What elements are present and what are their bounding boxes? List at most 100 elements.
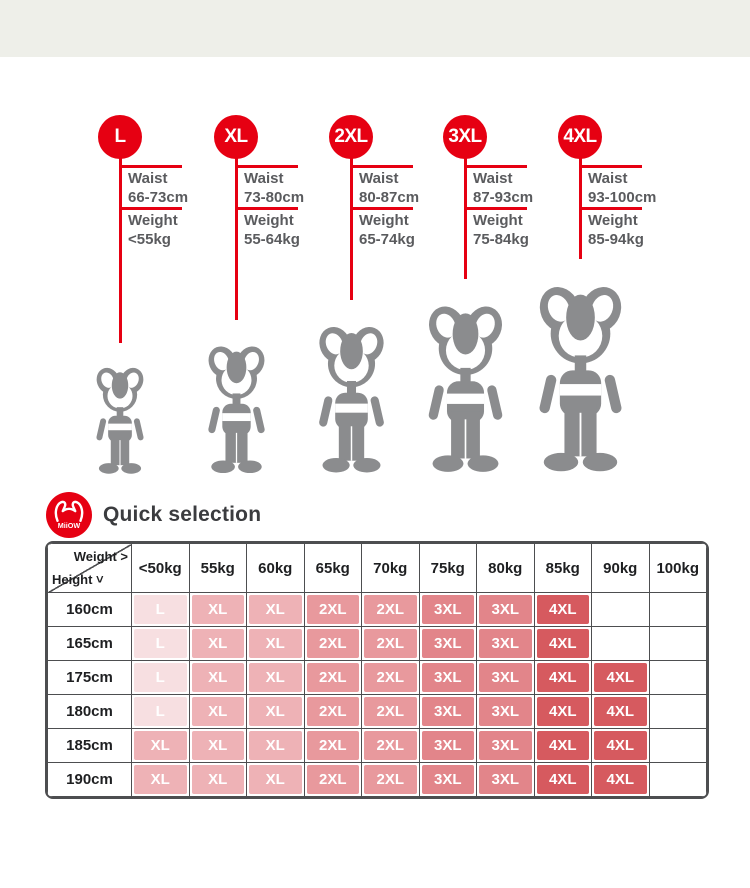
pointer-line — [119, 157, 122, 343]
size-badge: L — [98, 115, 142, 159]
size-cell: XL — [246, 592, 305, 627]
weight-value: <55kg — [128, 231, 171, 248]
waist-label: Waist — [244, 170, 284, 187]
height-row-header: 165cm — [47, 626, 132, 661]
size-badge: 4XL — [558, 115, 602, 159]
empty-cell — [648, 592, 707, 627]
waist-tick-line — [351, 165, 413, 168]
weight-column-header: 55kg — [188, 543, 247, 593]
size-cell: L — [131, 694, 190, 729]
size-cell: 4XL — [591, 694, 650, 729]
size-cell: XL — [188, 694, 247, 729]
size-badge: XL — [214, 115, 258, 159]
weight-column-header: 85kg — [533, 543, 592, 593]
size-cell: 4XL — [533, 660, 592, 695]
weight-value: 65-74kg — [359, 231, 415, 248]
size-cell: 4XL — [533, 626, 592, 661]
weight-tick-line — [580, 207, 642, 210]
waist-value: 66-73cm — [128, 189, 189, 206]
size-cell: XL — [188, 762, 247, 797]
height-axis-label: Height ˅ — [52, 572, 104, 587]
empty-cell — [648, 626, 707, 661]
weight-column-header: 60kg — [246, 543, 305, 593]
size-cell: XL — [246, 694, 305, 729]
size-cell: 3XL — [476, 626, 535, 661]
cat-mascot-figure — [414, 302, 517, 477]
size-cell: 2XL — [303, 626, 362, 661]
weight-tick-line — [120, 207, 182, 210]
waist-label: Waist — [473, 170, 513, 187]
size-badge: 2XL — [329, 115, 373, 159]
size-cell: XL — [131, 728, 190, 763]
size-cell: 2XL — [361, 626, 420, 661]
quick-selection-header: MiiOW Quick selection — [46, 492, 261, 538]
height-row-header: 190cm — [47, 762, 132, 797]
size-cell: 4XL — [533, 762, 592, 797]
pointer-line — [235, 157, 238, 320]
quick-selection-table: Weight > Height ˅ <50kg 55kg 60kg 65kg 70kg 75k… — [45, 541, 709, 799]
size-cell: 4XL — [533, 694, 592, 729]
size-cell: L — [131, 626, 190, 661]
size-cell: XL — [246, 626, 305, 661]
size-cell: 4XL — [591, 660, 650, 695]
waist-tick-line — [236, 165, 298, 168]
empty-cell — [648, 660, 707, 695]
waist-label: Waist — [128, 170, 168, 187]
size-cell: XL — [131, 762, 190, 797]
waist-label: Waist — [359, 170, 399, 187]
empty-cell — [591, 626, 650, 661]
height-row-header: 180cm — [47, 694, 132, 729]
size-badge: 3XL — [443, 115, 487, 159]
weight-column-header: 75kg — [418, 543, 477, 593]
size-cell: 2XL — [303, 592, 362, 627]
waist-value: 93-100cm — [588, 189, 657, 206]
size-cell: 3XL — [418, 762, 477, 797]
table-row: 175cm L XL XL 2XL 2XL 3XL 3XL 4XL 4XL — [47, 660, 707, 695]
size-cell: 2XL — [361, 762, 420, 797]
size-cell: 3XL — [418, 728, 477, 763]
height-row-header: 175cm — [47, 660, 132, 695]
size-cell: 2XL — [303, 728, 362, 763]
table-row: 180cm L XL XL 2XL 2XL 3XL 3XL 4XL 4XL — [47, 694, 707, 729]
waist-value: 73-80cm — [244, 189, 305, 206]
size-cell: 3XL — [418, 694, 477, 729]
size-cell: 2XL — [361, 660, 420, 695]
size-cell: 3XL — [476, 592, 535, 627]
weight-label: Weight — [588, 212, 638, 229]
size-cell: L — [131, 660, 190, 695]
weight-tick-line — [465, 207, 527, 210]
weight-value: 55-64kg — [244, 231, 300, 248]
size-cell: 2XL — [361, 728, 420, 763]
weight-column-header: 90kg — [591, 543, 650, 593]
weight-column-header: 100kg — [648, 543, 707, 593]
size-cell: XL — [246, 660, 305, 695]
weight-column-header: 70kg — [361, 543, 420, 593]
size-cell: 3XL — [418, 626, 477, 661]
size-cell: 4XL — [591, 762, 650, 797]
waist-value: 87-93cm — [473, 189, 534, 206]
size-matrix: Weight > Height ˅ <50kg 55kg 60kg 65kg 70kg 75k… — [47, 543, 707, 797]
empty-cell — [648, 694, 707, 729]
size-cell: 2XL — [361, 694, 420, 729]
weight-column-header: <50kg — [131, 543, 190, 593]
size-cell: XL — [188, 592, 247, 627]
size-cell: XL — [246, 762, 305, 797]
weight-label: Weight — [473, 212, 523, 229]
weight-value: 75-84kg — [473, 231, 529, 248]
size-cell: 3XL — [476, 762, 535, 797]
table-row: 165cm L XL XL 2XL 2XL 3XL 3XL 4XL — [47, 626, 707, 661]
size-cell: 2XL — [303, 694, 362, 729]
size-cell: 3XL — [476, 660, 535, 695]
logo-text: MiiOW — [58, 521, 81, 530]
pointer-line — [350, 157, 353, 300]
size-cell: 3XL — [476, 728, 535, 763]
weight-tick-line — [236, 207, 298, 210]
waist-tick-line — [120, 165, 182, 168]
corner-header-cell: Weight > Height ˅ — [47, 543, 132, 593]
size-cell: XL — [188, 626, 247, 661]
empty-cell — [648, 762, 707, 797]
table-row: 185cm XL XL XL 2XL 2XL 3XL 3XL 4XL 4XL — [47, 728, 707, 763]
size-cell: 2XL — [361, 592, 420, 627]
waist-tick-line — [580, 165, 642, 168]
